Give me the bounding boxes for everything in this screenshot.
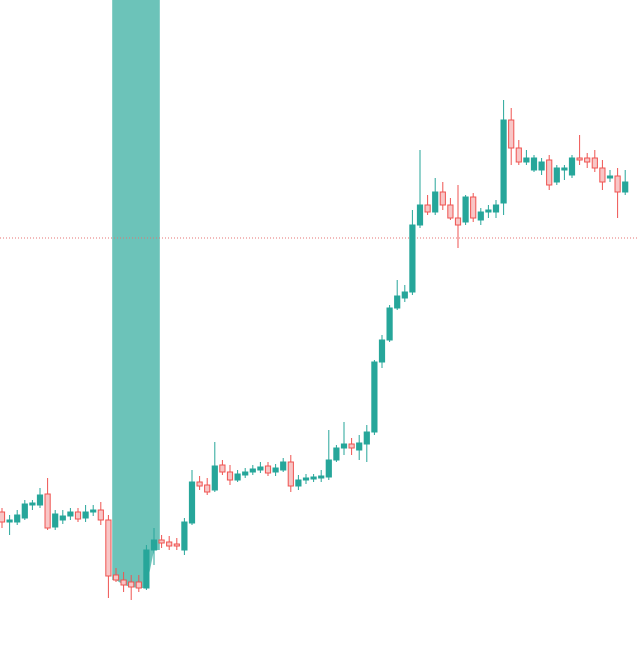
candle-body bbox=[74, 511, 82, 520]
candle-body bbox=[67, 511, 74, 517]
candle-body bbox=[204, 484, 211, 493]
candle-body bbox=[325, 459, 332, 478]
candle-body bbox=[333, 447, 340, 461]
candle-body bbox=[59, 515, 66, 521]
candle-body bbox=[568, 157, 576, 176]
candle-body bbox=[90, 509, 97, 513]
candle-body bbox=[21, 503, 28, 519]
candle-body bbox=[112, 574, 120, 581]
candle-body bbox=[340, 443, 348, 449]
candle-body bbox=[14, 514, 21, 523]
candle-body bbox=[6, 519, 13, 523]
candle-body bbox=[181, 521, 188, 551]
candle-body bbox=[310, 476, 317, 480]
candle-body bbox=[318, 475, 325, 479]
candle-body bbox=[52, 513, 59, 528]
candle-body bbox=[515, 147, 522, 163]
candle-body bbox=[546, 159, 553, 186]
candle-body bbox=[492, 204, 500, 213]
candle-body bbox=[424, 204, 431, 213]
candle-body bbox=[363, 431, 370, 445]
candle-body bbox=[219, 464, 226, 473]
candle-body bbox=[302, 477, 310, 481]
candle-body bbox=[538, 161, 545, 171]
candle-body bbox=[242, 471, 249, 476]
candle-body bbox=[622, 181, 629, 193]
candle-body bbox=[454, 217, 462, 226]
candle-body bbox=[599, 167, 606, 183]
candle-body bbox=[272, 467, 279, 473]
candle-body bbox=[394, 295, 401, 309]
candle-body bbox=[44, 493, 51, 529]
candle-body bbox=[530, 157, 538, 171]
candle-body bbox=[295, 479, 302, 487]
candle-body bbox=[188, 481, 196, 524]
candle-body bbox=[150, 539, 158, 551]
highlight-band bbox=[112, 0, 160, 588]
candle-body bbox=[128, 581, 135, 588]
candle-body bbox=[584, 157, 591, 163]
candle-body bbox=[196, 481, 203, 487]
candle-body bbox=[462, 196, 469, 223]
candle-body bbox=[523, 157, 530, 163]
candle-body bbox=[576, 157, 583, 161]
candle-body bbox=[401, 291, 408, 299]
candle-body bbox=[158, 539, 165, 544]
candle-body bbox=[561, 167, 568, 171]
candle-body bbox=[348, 443, 355, 449]
candle-body bbox=[553, 167, 560, 183]
candle-body bbox=[249, 468, 256, 473]
candle-body bbox=[264, 465, 272, 474]
candle-body bbox=[485, 209, 492, 213]
candle-body bbox=[0, 511, 6, 523]
candle-body bbox=[29, 502, 36, 506]
candle-body bbox=[97, 509, 104, 521]
candle-body bbox=[120, 579, 127, 586]
candle-body bbox=[371, 361, 378, 433]
candle-body bbox=[287, 461, 294, 487]
candle-body bbox=[409, 224, 416, 293]
candle-body bbox=[477, 211, 484, 221]
candle-body bbox=[36, 494, 44, 506]
candle-body bbox=[432, 191, 439, 213]
candle-body bbox=[356, 442, 363, 451]
candle-body bbox=[143, 549, 150, 589]
candle-body bbox=[500, 119, 507, 204]
candle-body bbox=[234, 473, 241, 481]
candle-body bbox=[439, 191, 446, 206]
candle-body bbox=[470, 196, 477, 219]
candle-body bbox=[591, 157, 598, 169]
candle-body bbox=[447, 204, 454, 219]
candle-body bbox=[211, 465, 218, 491]
candle-body bbox=[378, 339, 386, 363]
candle-body bbox=[173, 543, 180, 547]
candle-body bbox=[606, 175, 614, 179]
candle-body bbox=[105, 519, 112, 577]
candle-body bbox=[257, 466, 264, 471]
candle-body bbox=[135, 581, 142, 589]
candle-body bbox=[82, 511, 89, 519]
candle-body bbox=[508, 119, 515, 149]
candle-body bbox=[386, 307, 393, 341]
candle-body bbox=[614, 175, 621, 193]
candle-body bbox=[280, 461, 287, 471]
candle-body bbox=[166, 541, 173, 547]
candle-body bbox=[416, 204, 424, 226]
candle-body bbox=[226, 471, 234, 481]
